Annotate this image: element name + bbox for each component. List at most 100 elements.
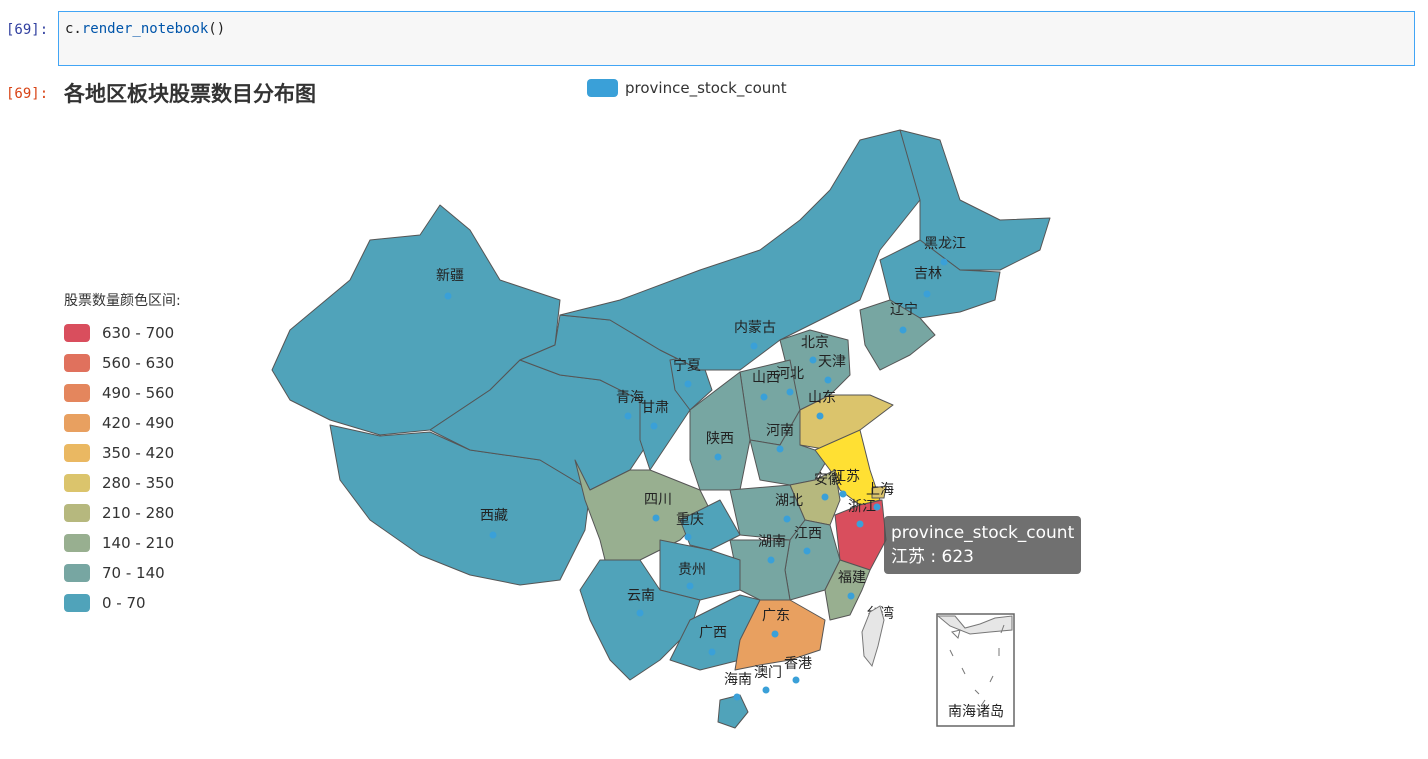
province-marker[interactable] — [733, 693, 741, 701]
visual-map-label: 0 - 70 — [102, 594, 146, 612]
province-marker[interactable] — [809, 356, 817, 364]
tooltip-value: 江苏 : 623 — [891, 547, 974, 567]
province-上海[interactable] — [871, 485, 887, 499]
visual-map-swatch — [64, 414, 90, 432]
inset-label: 南海诸岛 — [948, 704, 1004, 720]
code-cell[interactable]: c.render_notebook() — [58, 11, 1415, 66]
province-marker[interactable] — [783, 515, 791, 523]
province-label: 江西 — [794, 526, 822, 542]
visual-map: 股票数量颜色区间: 630 - 700 560 - 630 490 - 560 420… — [64, 290, 181, 618]
visual-map-label: 280 - 350 — [102, 474, 175, 492]
province-marker[interactable] — [940, 258, 948, 266]
province-label: 陕西 — [706, 431, 734, 447]
province-山东[interactable] — [799, 394, 894, 451]
province-海南[interactable] — [717, 694, 749, 729]
visual-map-swatch — [64, 534, 90, 552]
province-重庆[interactable] — [679, 499, 741, 551]
province-label: 福建 — [838, 570, 866, 586]
province-西藏[interactable] — [329, 424, 591, 586]
visual-map-swatch — [64, 324, 90, 342]
province-label: 甘肃 — [641, 400, 669, 416]
visual-map-swatch — [64, 504, 90, 522]
province-marker[interactable] — [821, 493, 829, 501]
province-marker[interactable] — [652, 514, 660, 522]
province-marker[interactable] — [899, 326, 907, 334]
province-label: 重庆 — [676, 512, 704, 528]
province-marker[interactable] — [839, 490, 847, 498]
province-广东[interactable] — [734, 599, 826, 671]
province-marker[interactable] — [708, 648, 716, 656]
province-新疆[interactable] — [271, 204, 561, 436]
province-marker[interactable] — [489, 531, 497, 539]
visual-map-swatch — [64, 594, 90, 612]
province-辽宁[interactable] — [859, 299, 936, 371]
province-label: 辽宁 — [890, 301, 918, 318]
visual-map-item[interactable]: 350 - 420 — [64, 438, 181, 468]
series-legend[interactable]: province_stock_count — [587, 79, 787, 97]
visual-map-item[interactable]: 140 - 210 — [64, 528, 181, 558]
province-marker[interactable] — [750, 342, 758, 350]
province-marker[interactable] — [792, 676, 800, 684]
visual-map-item[interactable]: 280 - 350 — [64, 468, 181, 498]
province-marker[interactable] — [684, 533, 692, 541]
province-label: 湖北 — [775, 493, 803, 509]
province-marker[interactable] — [786, 388, 794, 396]
province-label: 澳门 — [754, 665, 782, 681]
province-label: 广东 — [762, 608, 790, 624]
province-label: 吉林 — [914, 266, 942, 282]
province-黑龙江[interactable] — [899, 129, 1051, 271]
south-sea-inset: 南海诸岛 — [936, 613, 1015, 727]
province-marker[interactable] — [684, 380, 692, 388]
province-label: 青海 — [616, 390, 644, 406]
visual-map-item[interactable]: 560 - 630 — [64, 348, 181, 378]
visual-map-label: 630 - 700 — [102, 324, 175, 342]
province-label: 湖南 — [758, 534, 786, 550]
province-四川[interactable] — [574, 459, 711, 591]
province-marker[interactable] — [636, 609, 644, 617]
province-云南[interactable] — [579, 559, 701, 681]
chart-title: 各地区板块股票数目分布图 — [64, 82, 316, 106]
province-marker[interactable] — [714, 453, 722, 461]
province-label: 贵州 — [678, 562, 706, 578]
province-marker[interactable] — [771, 630, 779, 638]
province-label: 河南 — [766, 423, 794, 439]
province-label: 山西 — [752, 370, 780, 386]
province-label: 四川 — [644, 492, 672, 508]
visual-map-item[interactable]: 630 - 700 — [64, 318, 181, 348]
taiwan — [861, 605, 885, 668]
province-marker[interactable] — [760, 393, 768, 401]
province-marker[interactable] — [686, 582, 694, 590]
province-label: 上海 — [866, 482, 894, 498]
visual-map-item[interactable]: 490 - 560 — [64, 378, 181, 408]
province-label: 北京 — [801, 335, 829, 351]
visual-map-swatch — [64, 384, 90, 402]
visual-map-swatch — [64, 564, 90, 582]
province-福建[interactable] — [824, 559, 871, 621]
code-text[interactable]: c.render_notebook() — [65, 21, 226, 37]
province-label: 江苏 — [832, 469, 860, 485]
visual-map-title: 股票数量颜色区间: — [64, 293, 181, 309]
province-marker[interactable] — [776, 445, 784, 453]
province-marker[interactable] — [873, 503, 881, 511]
visual-map-label: 350 - 420 — [102, 444, 175, 462]
visual-map-item[interactable]: 0 - 70 — [64, 588, 181, 618]
province-marker[interactable] — [824, 376, 832, 384]
province-marker[interactable] — [816, 412, 824, 420]
province-marker[interactable] — [856, 520, 864, 528]
province-marker[interactable] — [923, 290, 931, 298]
map-tooltip: province_stock_count 江苏 : 623 — [884, 516, 1082, 574]
province-marker[interactable] — [624, 412, 632, 420]
visual-map-item[interactable]: 210 - 280 — [64, 498, 181, 528]
province-marker[interactable] — [803, 547, 811, 555]
province-marker[interactable] — [847, 592, 855, 600]
province-marker[interactable] — [767, 556, 775, 564]
visual-map-item[interactable]: 420 - 490 — [64, 408, 181, 438]
visual-map-item[interactable]: 70 - 140 — [64, 558, 181, 588]
province-label: 西藏 — [480, 508, 508, 524]
tooltip-series: province_stock_count — [891, 523, 1075, 543]
visual-map-label: 70 - 140 — [102, 564, 165, 582]
province-marker[interactable] — [444, 292, 452, 300]
province-marker[interactable] — [650, 422, 658, 430]
province-marker[interactable] — [762, 686, 770, 694]
